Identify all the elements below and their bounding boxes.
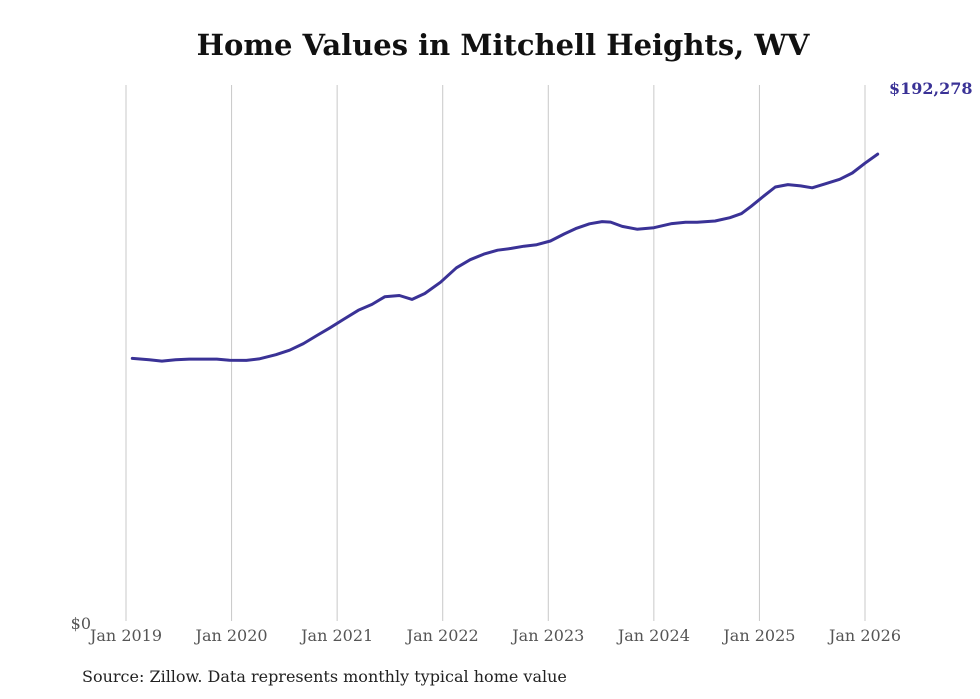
end-value-label: $192,278 <box>889 79 973 98</box>
x-axis-ticks: Jan 2019 Jan 2020 Jan 2021 Jan 2022 Jan 2023… <box>88 626 901 645</box>
x-tick-label: Jan 2023 <box>510 626 584 645</box>
gridlines <box>125 85 866 621</box>
x-tick-label: Jan 2020 <box>194 626 268 645</box>
x-tick-label: Jan 2021 <box>299 626 373 645</box>
x-tick-label: Jan 2022 <box>405 626 479 645</box>
x-tick-label: Jan 2019 <box>88 626 162 645</box>
chart-title: Home Values in Mitchell Heights, WV <box>196 28 810 62</box>
y-axis-zero-label: $0 <box>71 614 91 633</box>
home-value-line <box>130 152 880 363</box>
x-tick-label: Jan 2025 <box>721 626 795 645</box>
x-tick-label: Jan 2024 <box>616 626 690 645</box>
source-note: Source: Zillow. Data represents monthly … <box>82 667 567 686</box>
x-tick-label: Jan 2026 <box>827 626 901 645</box>
